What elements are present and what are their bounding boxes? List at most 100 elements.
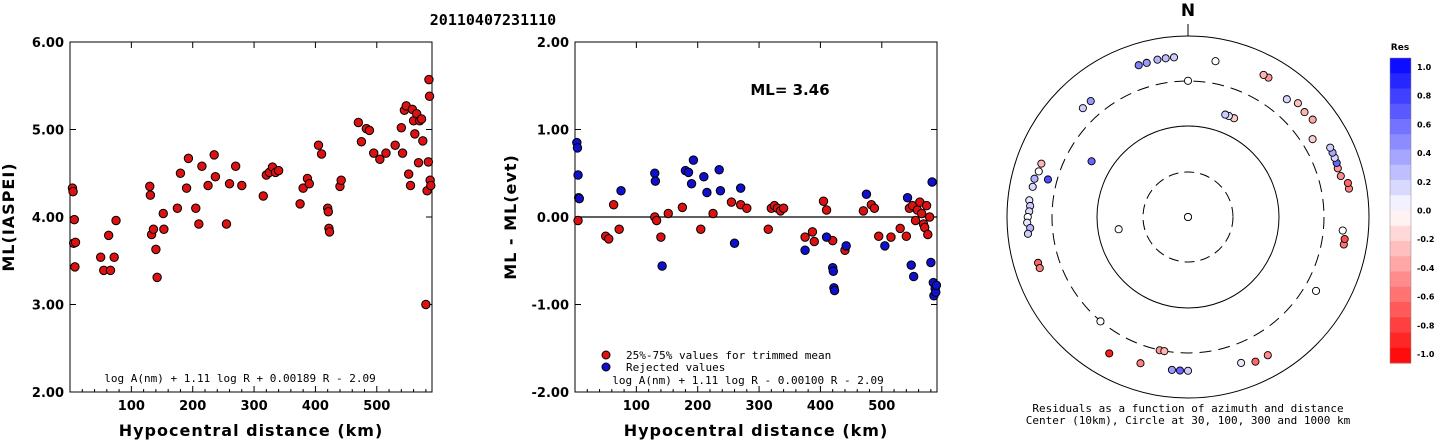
station-residual-point xyxy=(1300,108,1309,117)
ml-point xyxy=(203,180,213,191)
ml-point xyxy=(390,140,400,150)
station-residual-point xyxy=(1105,349,1114,358)
colorbar-tick-label: 0.6 xyxy=(1417,120,1432,129)
residual-accepted-point xyxy=(924,212,935,222)
residual-rejected-point xyxy=(650,176,661,186)
panel-residual-distance: 100 200 300 400 500 -2.00 -1.00 0.00 1.00 2.00 ML… xyxy=(501,36,942,440)
residual-accepted-point xyxy=(651,215,662,226)
station-residual-point xyxy=(1023,229,1033,238)
panel1-points xyxy=(67,74,436,310)
residual-accepted-point xyxy=(807,227,818,237)
colorbar-segment xyxy=(1390,241,1411,257)
panel2-formula: log A(nm) + 1.11 log R - 0.00100 R - 2.0… xyxy=(612,374,884,387)
colorbar-segment xyxy=(1390,332,1411,349)
ml-point xyxy=(172,203,183,213)
station-residual-point xyxy=(1237,358,1246,367)
colorbar-segment xyxy=(1390,58,1411,74)
residual-accepted-point xyxy=(696,224,706,234)
residual-accepted-point xyxy=(886,232,896,242)
colorbar-segment xyxy=(1390,103,1411,120)
station-residual-point xyxy=(1153,55,1162,64)
panel1-xlabel: Hypocentral distance (km) xyxy=(119,421,384,440)
station-residual-point xyxy=(1263,351,1272,360)
station-residual-point xyxy=(1293,99,1302,108)
ml-point xyxy=(224,179,235,189)
residual-accepted-point xyxy=(809,236,819,247)
p2-xtick-label: 500 xyxy=(868,399,895,414)
p1-ytick-label: 6.00 xyxy=(32,36,64,51)
residual-accepted-point xyxy=(614,224,624,234)
residual-rejected-point xyxy=(650,168,660,178)
station-residual-point xyxy=(1034,167,1043,176)
station-residual-point xyxy=(1183,212,1193,222)
station-residual-point xyxy=(1087,157,1096,166)
ml-point xyxy=(230,161,241,171)
residual-rejected-point xyxy=(702,187,712,198)
colorbar-segment xyxy=(1390,286,1411,303)
colorbar-title: Res xyxy=(1391,43,1409,53)
station-residual-point xyxy=(1078,104,1087,113)
ml-point xyxy=(295,199,305,209)
residual-accepted-point xyxy=(818,196,829,206)
ml-point xyxy=(405,180,416,191)
residual-rejected-point xyxy=(908,271,919,282)
station-residual-point xyxy=(1308,135,1317,144)
polar-caption-2: Center (10km), Circle at 30, 100, 300 an… xyxy=(1026,414,1351,427)
ml-point xyxy=(109,252,119,262)
station-residual-point xyxy=(1037,159,1046,168)
station-residual-point xyxy=(1338,226,1347,235)
ml-point xyxy=(237,180,247,191)
station-residual-point xyxy=(1259,70,1268,79)
p1-xtick-label: 500 xyxy=(363,399,390,414)
panel-azimuth: N Residuals as a function of azimuth and… xyxy=(1006,1,1435,427)
ml-point xyxy=(353,117,364,128)
ml-point xyxy=(175,168,186,178)
residual-accepted-point xyxy=(604,234,614,244)
colorbar-segment xyxy=(1390,119,1411,135)
residual-accepted-point xyxy=(726,197,737,207)
residual-accepted-point xyxy=(677,202,688,213)
ml-point xyxy=(304,179,314,189)
residual-accepted-point xyxy=(821,205,832,215)
p2-xtick-label: 400 xyxy=(807,399,834,414)
p1-ytick-label: 2.00 xyxy=(32,386,64,401)
residual-rejected-point xyxy=(880,241,890,251)
station-residual-point xyxy=(1340,234,1349,244)
ring-300km xyxy=(1051,80,1325,354)
station-residual-point xyxy=(1160,347,1169,356)
station-residual-point xyxy=(1035,263,1044,273)
ml-point xyxy=(424,91,435,101)
colorbar-frame xyxy=(1389,57,1412,364)
residual-rejected-point xyxy=(714,165,724,175)
p2-xtick-label: 300 xyxy=(745,399,772,414)
residual-rejected-point xyxy=(926,257,936,268)
ml-point xyxy=(152,272,162,283)
station-residual-point xyxy=(1343,178,1352,188)
p1-ytick-label: 4.00 xyxy=(32,211,64,226)
colorbar-segment xyxy=(1390,256,1411,272)
station-residual-point xyxy=(1134,61,1143,70)
ml-point xyxy=(145,181,155,192)
residual-accepted-point xyxy=(800,232,810,242)
ml-point xyxy=(418,136,428,146)
colorbar-segment xyxy=(1390,88,1411,105)
panel2-ylabel: ML - ML(evt) xyxy=(501,154,520,280)
residual-rejected-point xyxy=(686,179,697,189)
station-residual-point xyxy=(1043,175,1053,184)
p2-ytick-label: 0.00 xyxy=(537,211,569,226)
polar-caption-1: Residuals as a function of azimuth and d… xyxy=(1032,402,1343,415)
panel-ml-distance: 100 200 300 400 500 2.00 3.00 4.00 5.00 6.00 log … xyxy=(0,36,436,440)
ml-point xyxy=(194,219,204,229)
ml-point xyxy=(316,149,327,159)
colorbar-tick-label: -1.0 xyxy=(1417,350,1435,359)
residual-rejected-point xyxy=(573,170,583,180)
station-residual-point xyxy=(1161,54,1170,63)
colorbar-segment xyxy=(1390,180,1411,196)
station-residual-point xyxy=(1282,95,1291,104)
residual-accepted-point xyxy=(874,231,884,241)
ml-point xyxy=(313,140,324,150)
station-residual-point xyxy=(1336,172,1345,181)
ml-point xyxy=(421,299,431,310)
residual-rejected-point xyxy=(574,193,584,204)
